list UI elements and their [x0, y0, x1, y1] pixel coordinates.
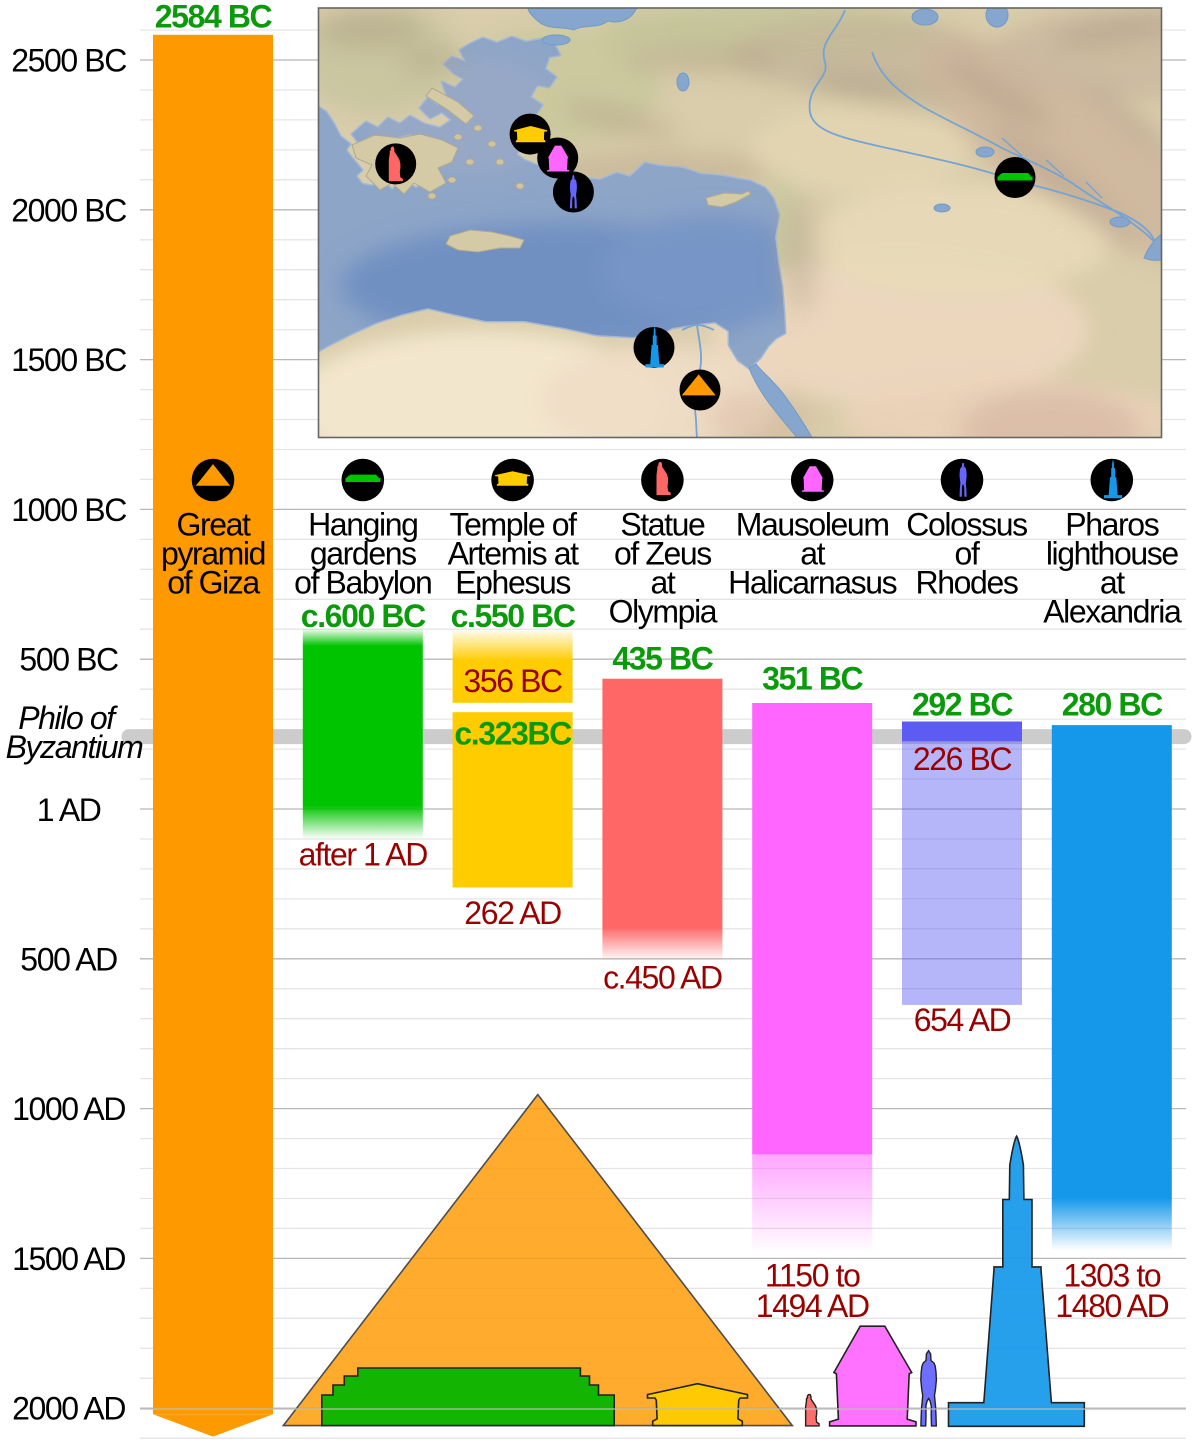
svg-text:c.600 BC: c.600 BC — [301, 598, 426, 634]
svg-text:351 BC: 351 BC — [762, 661, 863, 697]
svg-text:1303 to: 1303 to — [1063, 1258, 1161, 1294]
svg-text:654 AD: 654 AD — [914, 1002, 1011, 1038]
svg-text:280 BC: 280 BC — [1062, 687, 1163, 723]
svg-text:1000 BC: 1000 BC — [11, 492, 126, 528]
svg-text:292 BC: 292 BC — [912, 687, 1013, 723]
svg-text:Temple of: Temple of — [450, 506, 578, 542]
svg-text:Hanging: Hanging — [308, 506, 417, 542]
svg-text:Great: Great — [176, 506, 251, 542]
svg-text:Alexandria: Alexandria — [1043, 593, 1182, 629]
svg-text:500 AD: 500 AD — [20, 941, 117, 977]
svg-text:1480 AD: 1480 AD — [1055, 1288, 1168, 1324]
svg-text:pyramid: pyramid — [161, 535, 265, 571]
svg-text:gardens: gardens — [310, 535, 416, 571]
svg-text:of Babylon: of Babylon — [294, 564, 431, 600]
svg-text:Halicarnasus: Halicarnasus — [728, 564, 897, 600]
svg-text:1150 to: 1150 to — [765, 1258, 860, 1294]
svg-text:of: of — [955, 535, 980, 571]
svg-text:of Zeus: of Zeus — [614, 535, 711, 571]
svg-text:226 BC: 226 BC — [913, 741, 1012, 777]
svg-text:Ephesus: Ephesus — [455, 564, 570, 600]
svg-text:1500 BC: 1500 BC — [11, 342, 126, 378]
svg-text:Olympia: Olympia — [609, 593, 718, 629]
svg-text:c.323BC: c.323BC — [454, 716, 572, 752]
svg-text:Mausoleum: Mausoleum — [736, 506, 889, 542]
svg-text:262 AD: 262 AD — [464, 895, 561, 931]
svg-text:at: at — [800, 535, 825, 571]
svg-text:356 BC: 356 BC — [463, 663, 562, 699]
svg-text:435 BC: 435 BC — [612, 641, 713, 677]
svg-text:2000 AD: 2000 AD — [12, 1391, 125, 1427]
svg-text:2500 BC: 2500 BC — [11, 43, 126, 79]
svg-text:Colossus: Colossus — [906, 506, 1027, 542]
svg-text:at: at — [650, 564, 675, 600]
svg-text:Pharos: Pharos — [1065, 506, 1158, 542]
svg-text:1 AD: 1 AD — [37, 792, 101, 828]
svg-text:Philo of: Philo of — [18, 700, 118, 736]
svg-text:1500 AD: 1500 AD — [12, 1241, 125, 1277]
svg-text:1000 AD: 1000 AD — [12, 1091, 125, 1127]
svg-text:c.450 AD: c.450 AD — [603, 960, 722, 996]
svg-text:after 1 AD: after 1 AD — [299, 837, 428, 873]
svg-text:2000 BC: 2000 BC — [11, 192, 126, 228]
svg-text:at: at — [1100, 564, 1125, 600]
svg-text:c.550 BC: c.550 BC — [451, 598, 576, 634]
svg-text:1494 AD: 1494 AD — [756, 1288, 869, 1324]
svg-text:of Giza: of Giza — [167, 564, 260, 600]
svg-text:Byzantium: Byzantium — [6, 729, 144, 765]
svg-text:lighthouse: lighthouse — [1046, 535, 1178, 571]
svg-text:500 BC: 500 BC — [19, 642, 118, 678]
svg-text:Rhodes: Rhodes — [916, 564, 1018, 600]
svg-text:Statue: Statue — [620, 506, 705, 542]
svg-text:2584 BC: 2584 BC — [155, 0, 273, 35]
svg-text:Artemis at: Artemis at — [448, 535, 580, 571]
